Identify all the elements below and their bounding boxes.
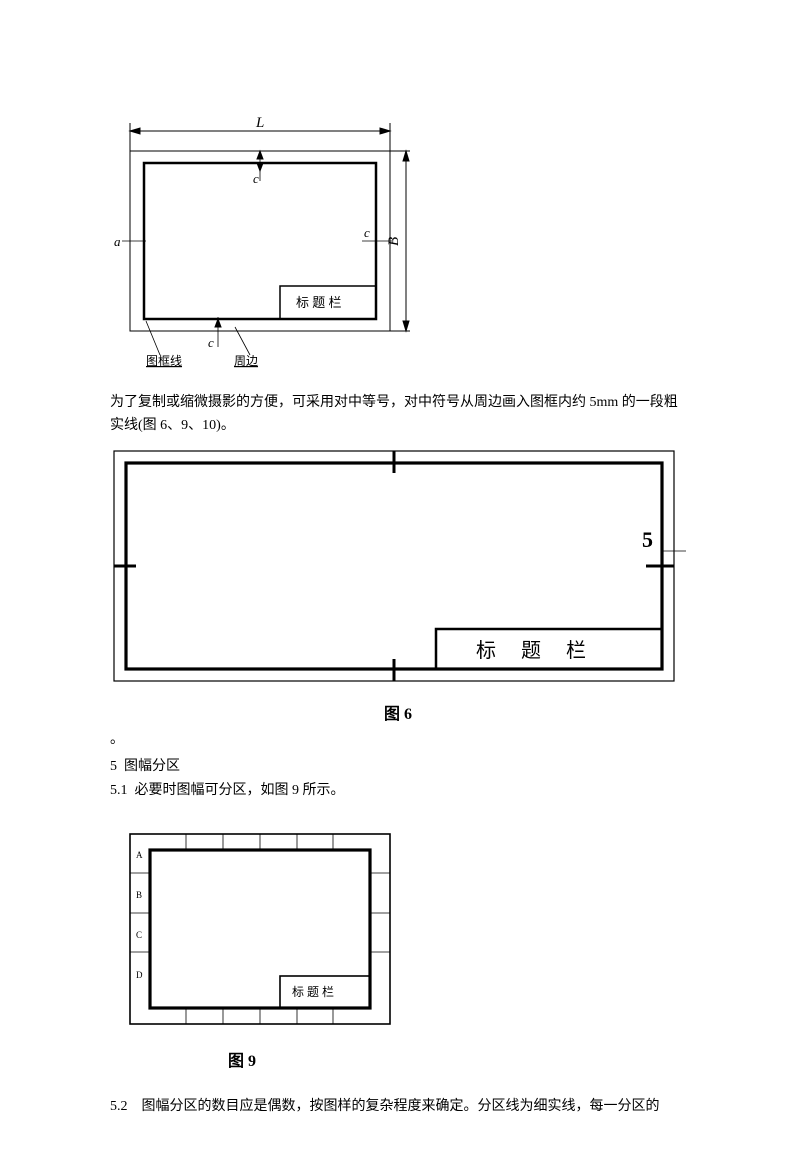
section-5-num: 5 <box>110 759 117 774</box>
dim-c-top-label: c <box>253 171 259 186</box>
section-5-title: 图幅分区 <box>124 759 180 774</box>
section-5-2: 5.2 图幅分区的数目应是偶数，按图样的复杂程度来确定。分区线为细实线，每一分区… <box>110 1096 690 1118</box>
dim-c-bottom: c <box>208 335 214 350</box>
section-5-1-num: 5.1 <box>110 783 128 798</box>
figure6-caption: 图 6 <box>106 702 690 728</box>
section-5-2-text: 图幅分区的数目应是偶数，按图样的复杂程度来确定。分区线为细实线，每一分区的 <box>142 1099 660 1114</box>
para-centering-marks: 为了复制或缩微摄影的方便，可采用对中等号，对中符号从周边画入图框内约 5mm 的… <box>110 392 690 437</box>
section-5-heading: 5 图幅分区 <box>110 756 690 778</box>
figure6-svg: 5 标 题 栏 <box>106 443 686 689</box>
section-5-2-num: 5.2 <box>110 1099 128 1114</box>
page: L B a c <box>0 0 800 1161</box>
fig9-rowA: A <box>136 850 143 860</box>
fig9-rowB: B <box>136 890 142 900</box>
fig9-titleblock-label: 标 题 栏 <box>292 984 334 999</box>
fig5-titleblock-label: 标 题 栏 <box>296 295 342 310</box>
figure9-caption: 图 9 <box>110 1049 690 1075</box>
section-5-1-text: 必要时图幅可分区，如图 9 所示。 <box>135 783 345 798</box>
section-5-1: 5.1 必要时图幅可分区，如图 9 所示。 <box>110 780 690 802</box>
figure5-svg: L B a c <box>110 110 410 370</box>
fig6-dim5: 5 <box>642 527 653 552</box>
dim-B-label: B <box>386 237 402 246</box>
figure-5: L B a c <box>110 110 690 378</box>
dim-L-label: L <box>255 115 264 131</box>
fig9-rowD: D <box>136 970 143 980</box>
fig6-titleblock-label: 标 题 栏 <box>476 639 596 662</box>
annot-margin-label: 周边 <box>234 354 258 368</box>
figure9-svg: A B C D 标 题 栏 <box>110 816 410 1036</box>
stray-period: 。 <box>110 729 690 751</box>
dim-a-label: a <box>114 234 121 249</box>
figure-9: A B C D 标 题 栏 <box>110 816 690 1074</box>
annot-border-label: 图框线 <box>146 354 182 368</box>
fig9-rowC: C <box>136 930 142 940</box>
figure-6: 5 标 题 栏 图 6 <box>106 443 690 727</box>
dim-c-right-label: c <box>364 225 370 240</box>
